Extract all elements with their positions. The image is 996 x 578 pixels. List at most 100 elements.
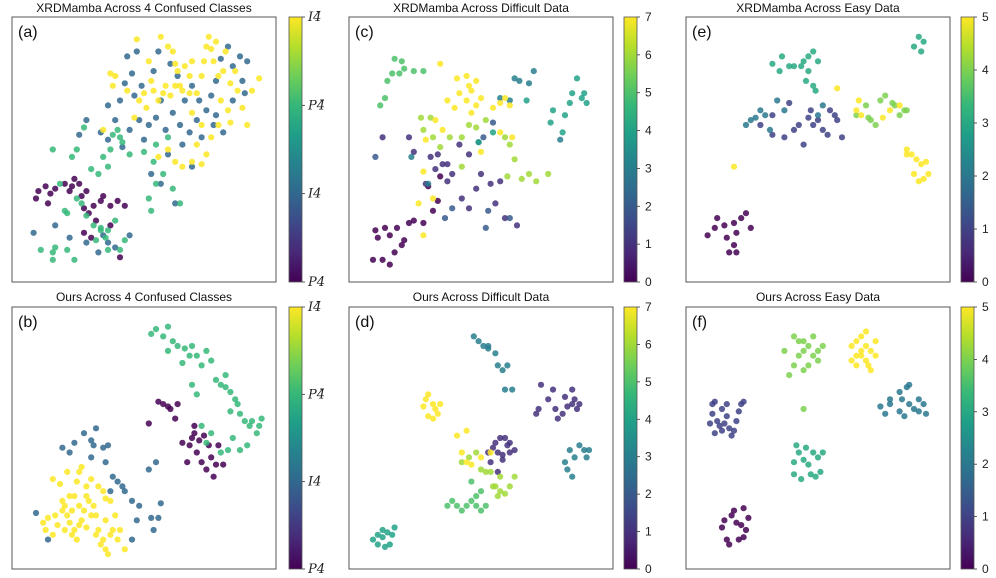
scatter-point bbox=[477, 148, 485, 155]
scatter-point bbox=[217, 449, 224, 456]
scatter-point bbox=[229, 97, 236, 104]
scatter-point bbox=[44, 536, 52, 543]
scatter-point bbox=[184, 459, 191, 466]
scatter-point bbox=[116, 246, 124, 253]
scatter-point bbox=[232, 68, 239, 75]
scatter-point bbox=[256, 75, 263, 82]
scatter-point bbox=[379, 526, 386, 534]
scatter-point bbox=[489, 104, 497, 111]
panel-title: XRDMamba Across Difficult Data bbox=[393, 1, 569, 15]
scatter-point bbox=[174, 342, 181, 350]
scatter-point bbox=[217, 381, 224, 388]
scatter-point bbox=[49, 476, 56, 483]
scatter-point bbox=[812, 87, 819, 94]
scatter-point bbox=[489, 119, 497, 126]
scatter-point bbox=[499, 451, 506, 458]
panel-a: XRDMamba Across 4 Confused Classes (a) P4 I… bbox=[11, 1, 325, 290]
colorbar-frame bbox=[288, 306, 303, 570]
scatter-point bbox=[790, 333, 798, 340]
scatter-point bbox=[533, 178, 540, 185]
scatter-point bbox=[90, 202, 97, 209]
colorbar-tick-label: I4̄ bbox=[307, 10, 321, 25]
scatter-point bbox=[747, 224, 754, 231]
scatter-point bbox=[709, 410, 716, 417]
scatter-point bbox=[790, 126, 798, 133]
scatter-point bbox=[858, 347, 865, 354]
scatter-point bbox=[855, 97, 862, 104]
scatter-point bbox=[145, 420, 152, 427]
panel-e: XRDMamba Across Easy Data (e) 0 1 2 3 4 5 bbox=[685, 1, 989, 289]
scatter-point bbox=[391, 249, 398, 256]
scatter-point bbox=[112, 512, 119, 519]
scatter-point bbox=[525, 170, 533, 178]
scatter-point bbox=[40, 519, 47, 526]
scatter-point bbox=[157, 33, 164, 40]
scatter-point bbox=[463, 459, 470, 466]
scatter-point bbox=[858, 112, 865, 119]
scatter-point bbox=[179, 141, 186, 148]
scatter-point bbox=[723, 413, 730, 420]
scatter-point bbox=[107, 531, 114, 538]
scatter-point bbox=[145, 466, 152, 473]
scatter-point bbox=[124, 53, 131, 60]
scatter-point bbox=[547, 119, 554, 126]
scatter-point bbox=[90, 442, 97, 449]
scatter-point bbox=[239, 104, 246, 111]
scatter-point bbox=[176, 200, 184, 207]
scatter-point bbox=[795, 449, 802, 456]
scatter-point bbox=[714, 418, 721, 425]
scatter-point bbox=[112, 72, 119, 80]
scatter-point bbox=[444, 178, 451, 185]
scatter-point bbox=[119, 139, 126, 146]
scatter-point bbox=[706, 420, 714, 427]
scatter-point bbox=[52, 512, 59, 519]
scatter-point bbox=[176, 121, 184, 129]
scatter-point bbox=[152, 114, 160, 121]
scatter-point bbox=[145, 195, 152, 202]
scatter-point bbox=[569, 401, 576, 408]
scatter-point bbox=[379, 134, 386, 141]
scatter-point bbox=[167, 60, 174, 67]
scatter-point bbox=[212, 38, 220, 45]
scatter-point bbox=[68, 183, 76, 190]
scatter-point bbox=[506, 449, 513, 456]
scatter-point bbox=[128, 536, 136, 543]
scatter-point bbox=[186, 90, 193, 97]
scatter-point bbox=[810, 352, 817, 359]
scatter-point bbox=[193, 141, 200, 148]
scatter-point bbox=[410, 68, 417, 75]
scatter-point bbox=[477, 95, 485, 102]
colorbar-tick-label: 5 bbox=[982, 300, 989, 314]
scatter-point bbox=[437, 60, 444, 67]
scatter-point bbox=[790, 459, 798, 466]
scatter-point bbox=[499, 367, 506, 374]
scatter-point bbox=[910, 43, 918, 50]
scatter-point bbox=[133, 517, 140, 524]
colorbar-frame bbox=[960, 16, 975, 283]
scatter-point bbox=[429, 134, 437, 141]
scatter-point bbox=[738, 522, 745, 529]
scatter-point bbox=[805, 114, 812, 121]
scatter-point bbox=[253, 430, 260, 437]
scatter-point bbox=[477, 454, 485, 461]
scatter-point bbox=[504, 362, 511, 369]
scatter-point bbox=[449, 170, 456, 178]
colorbar-frame bbox=[960, 306, 975, 570]
panel-label: (d) bbox=[355, 314, 375, 331]
scatter-point bbox=[473, 185, 480, 192]
scatter-point bbox=[140, 136, 148, 143]
scatter-point bbox=[742, 121, 750, 129]
scatter-point bbox=[456, 90, 463, 97]
scatter-point bbox=[501, 490, 509, 497]
scatter-point bbox=[812, 473, 819, 480]
scatter-point bbox=[80, 507, 88, 514]
scatter-point bbox=[377, 102, 384, 109]
scatter-point bbox=[126, 232, 133, 239]
scatter-point bbox=[800, 58, 807, 65]
scatter-point bbox=[497, 99, 504, 107]
panel-label: (e) bbox=[692, 24, 712, 41]
scatter-point bbox=[186, 129, 193, 136]
scatter-point bbox=[807, 107, 814, 114]
scatter-point bbox=[497, 434, 504, 442]
